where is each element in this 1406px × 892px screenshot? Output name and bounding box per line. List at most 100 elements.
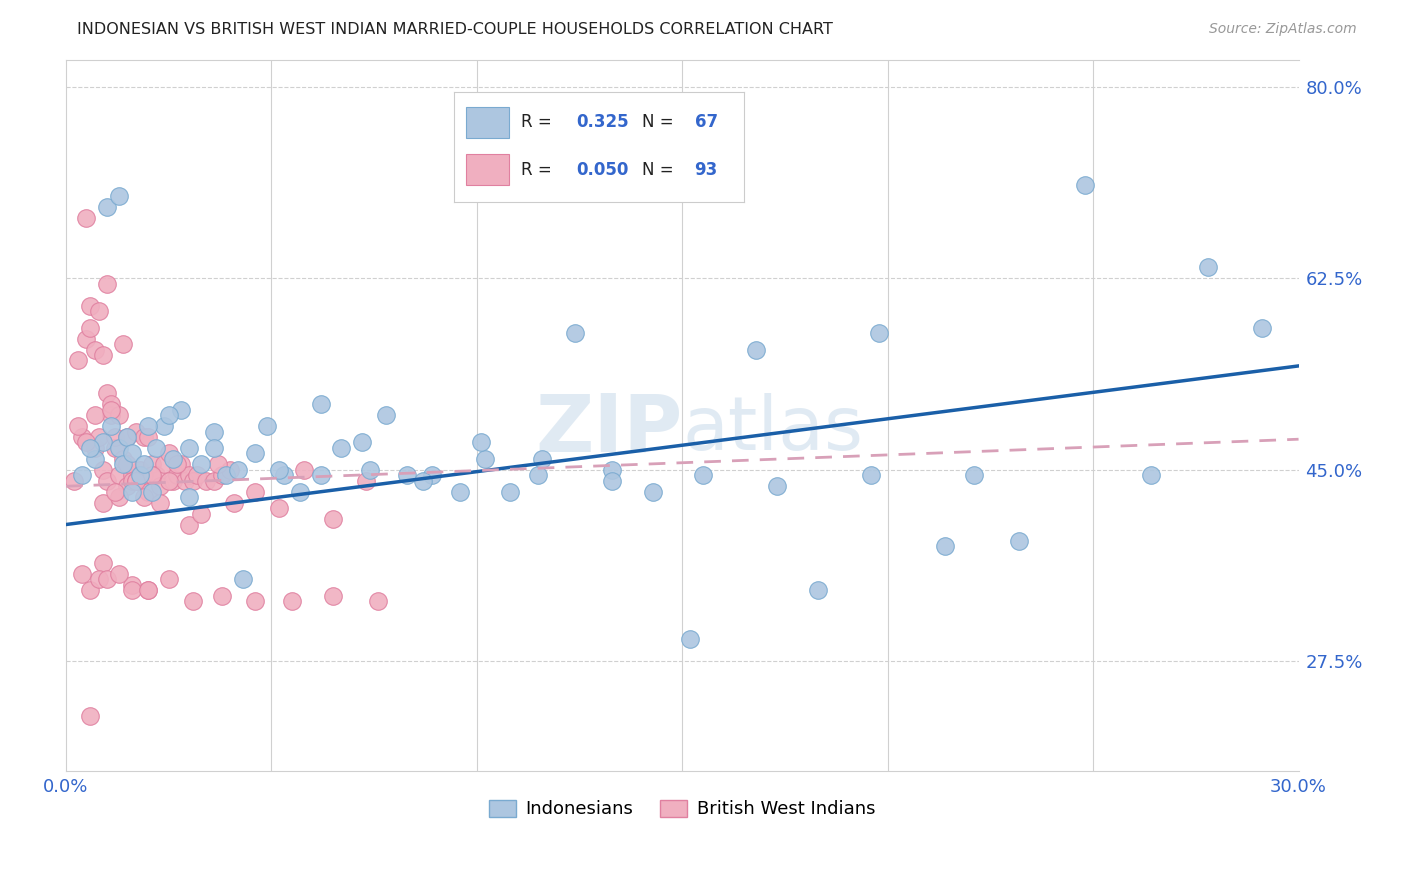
Point [149,479,172,493]
Point [87,430,110,444]
Point [1250,320,1272,334]
Point [322,512,344,526]
Point [170,458,193,472]
Point [190,507,212,521]
Point [132,468,155,483]
Point [136,484,159,499]
Text: INDONESIAN VS BRITISH WEST INDIAN MARRIED-COUPLE HOUSEHOLDS CORRELATION CHART: INDONESIAN VS BRITISH WEST INDIAN MARRIE… [77,22,834,37]
Point [162,451,184,466]
Text: ZIP: ZIP [534,391,682,468]
Point [202,474,225,488]
Point [141,458,163,472]
Point [91,463,114,477]
Point [96,386,118,401]
Point [157,572,180,586]
Point [79,299,101,313]
Point [474,451,496,466]
Point [269,463,291,477]
Point [177,490,200,504]
Point [117,430,139,444]
Point [128,474,150,488]
Point [96,572,118,586]
Point [162,474,184,488]
Point [679,632,702,647]
Point [100,419,122,434]
Legend: Indonesians, British West Indians: Indonesians, British West Indians [482,792,882,826]
Point [860,468,883,483]
Point [292,463,315,477]
Point [643,484,665,499]
Point [470,435,492,450]
Point [100,402,122,417]
Point [449,484,471,499]
Point [75,332,97,346]
Point [145,441,167,455]
Point [75,211,97,226]
Point [63,474,86,488]
Point [141,468,163,483]
Point [309,397,332,411]
Point [177,517,200,532]
Point [692,468,714,483]
Point [87,304,110,318]
Point [420,468,443,483]
Point [354,474,377,488]
Point [67,353,90,368]
Point [256,419,278,434]
Point [807,583,830,598]
Point [190,458,212,472]
Point [117,458,139,472]
Point [330,441,353,455]
Point [1008,533,1031,548]
Point [194,474,217,488]
Point [202,425,225,439]
Point [186,468,208,483]
Point [96,277,118,291]
Point [108,490,131,504]
Point [128,463,150,477]
Point [121,446,143,460]
Point [1197,260,1219,275]
Point [83,408,105,422]
Point [564,326,586,340]
Point [124,474,146,488]
Point [367,594,389,608]
Text: Source: ZipAtlas.com: Source: ZipAtlas.com [1209,22,1357,37]
Point [104,430,127,444]
Point [100,397,122,411]
Point [79,583,101,598]
Point [87,572,110,586]
Point [745,343,768,357]
Point [322,589,344,603]
Point [181,474,204,488]
Point [149,496,172,510]
Point [136,430,159,444]
Point [350,435,373,450]
Point [224,496,246,510]
Point [170,402,193,417]
Point [132,490,155,504]
Point [83,343,105,357]
Point [153,419,176,434]
Point [215,468,238,483]
Point [108,408,131,422]
Point [1139,468,1161,483]
Point [104,441,127,455]
Point [273,468,295,483]
Point [412,474,434,488]
Point [174,474,197,488]
Point [132,430,155,444]
Point [91,435,114,450]
Point [375,408,398,422]
Text: atlas: atlas [682,392,863,466]
Point [157,446,180,460]
Point [67,419,90,434]
Point [963,468,986,483]
Point [153,458,176,472]
Point [91,496,114,510]
Point [288,484,311,499]
Point [91,348,114,362]
Point [83,451,105,466]
Point [79,709,101,723]
Point [117,479,139,493]
